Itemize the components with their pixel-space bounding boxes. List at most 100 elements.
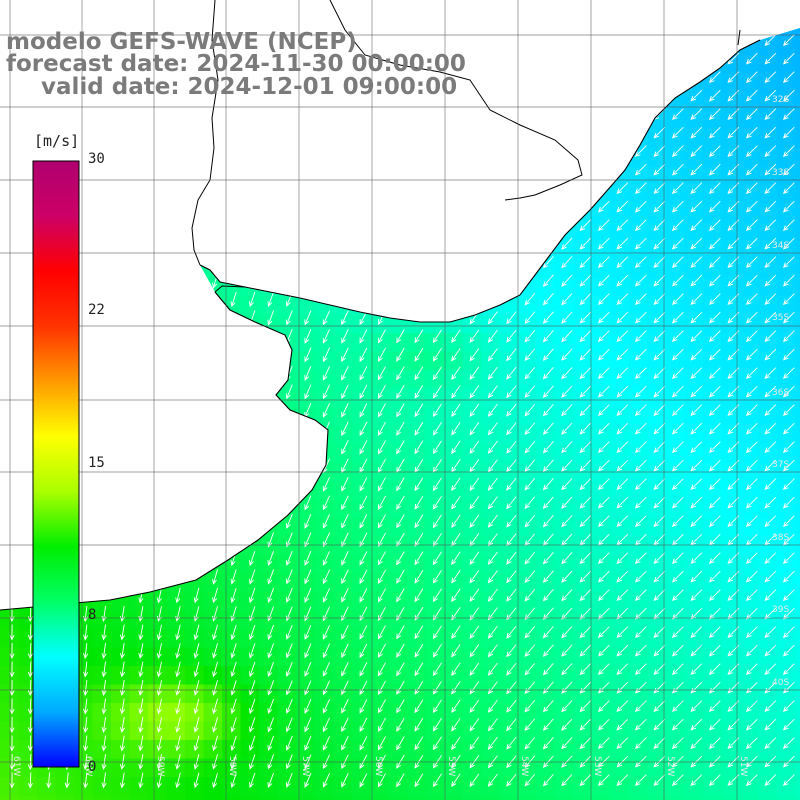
wind-arrow [542,422,554,435]
wind-arrow [193,772,200,789]
longitude-label: 51W [738,756,748,776]
wind-arrow [542,274,554,287]
wind-arrow [487,366,498,380]
colorbar-tick-22: 22 [88,302,105,318]
wind-arrow [671,589,684,602]
wind-arrow [487,496,498,510]
wind-arrow [690,441,703,454]
wind-arrow [138,772,144,789]
wind-arrow [432,588,442,603]
wind-arrow [524,699,536,713]
wind-arrow [745,774,758,787]
wind-arrow [469,736,480,750]
wind-arrow [304,772,312,788]
wind-arrow [487,736,498,750]
wind-arrow [764,496,777,509]
wind-arrow [285,754,293,770]
wind-arrow [506,551,517,565]
wind-arrow [377,569,386,584]
wind-arrow [175,717,181,733]
latitude-label: 35S [772,313,789,323]
wind-arrow [579,755,592,768]
wind-arrow [708,182,721,195]
wind-arrow [561,570,573,583]
wind-arrow [524,403,536,417]
wind-arrow [579,348,592,361]
wind-arrow [690,145,703,158]
wind-arrow [506,348,517,362]
wind-arrow [341,625,349,640]
wind-arrow [708,737,721,750]
wind-arrow [634,755,647,768]
wind-arrow [690,700,703,713]
wind-arrow [634,626,647,639]
wind-arrow [653,441,666,454]
wind-arrow [377,514,386,529]
wind-arrow [359,717,368,733]
wind-arrow [432,495,442,510]
wind-arrow [469,570,480,584]
wind-arrow [193,624,200,641]
wind-arrow [690,478,703,491]
wind-arrow [524,496,536,510]
wind-arrow [212,661,219,678]
wind-arrow [396,662,405,677]
wind-arrow [782,126,795,139]
wind-arrow [542,496,554,509]
wind-arrow [616,589,629,602]
wind-arrow [249,587,256,604]
wind-arrow [690,200,703,213]
wind-arrow [487,403,498,417]
wind-arrow [653,293,666,306]
wind-arrow [561,774,573,787]
wind-arrow [230,772,237,789]
wind-arrow [487,533,498,547]
wind-arrow [708,108,721,121]
wind-arrow [745,274,758,287]
wind-arrow [782,700,795,713]
wind-arrow [193,735,200,752]
wind-arrow [285,698,293,714]
wind-arrow [304,365,312,381]
wind-arrow [212,735,219,752]
wind-arrow [745,348,758,361]
wind-arrow [542,626,554,639]
wind-arrow [341,717,349,733]
wind-arrow [616,755,629,768]
wind-arrow [671,348,684,361]
colorbar-unit: [m/s] [34,132,80,150]
wind-arrow [414,477,424,492]
wind-arrow [377,588,386,603]
wind-arrow [396,643,405,658]
wind-arrow [432,662,442,677]
wind-arrow [175,698,181,715]
wind-arrow [83,753,89,770]
wind-arrow [432,736,442,751]
wind-arrow [616,459,629,472]
wind-arrow [708,293,721,306]
wind-arrow [671,755,684,768]
wind-arrow [653,737,666,750]
wind-arrow [359,588,368,603]
wind-arrow [764,737,777,750]
wind-arrow [487,699,498,713]
wind-arrow [83,642,89,659]
wind-arrow [524,311,536,325]
wind-arrow [212,680,219,696]
wind-arrow [9,716,15,734]
wind-arrow [506,699,517,713]
wind-arrow [359,514,368,529]
wind-arrow [396,625,405,640]
wind-arrow [764,626,777,639]
wind-arrow [653,126,666,139]
wind-arrow [782,422,795,435]
wind-arrow [506,440,517,454]
wind-arrow [451,551,461,566]
wind-arrow [690,644,703,657]
wind-arrow [267,772,275,789]
wind-arrow [469,718,480,732]
wind-arrow [561,552,573,565]
wind-arrow [653,515,666,528]
wind-arrow [690,274,703,287]
wind-arrow [249,680,256,696]
